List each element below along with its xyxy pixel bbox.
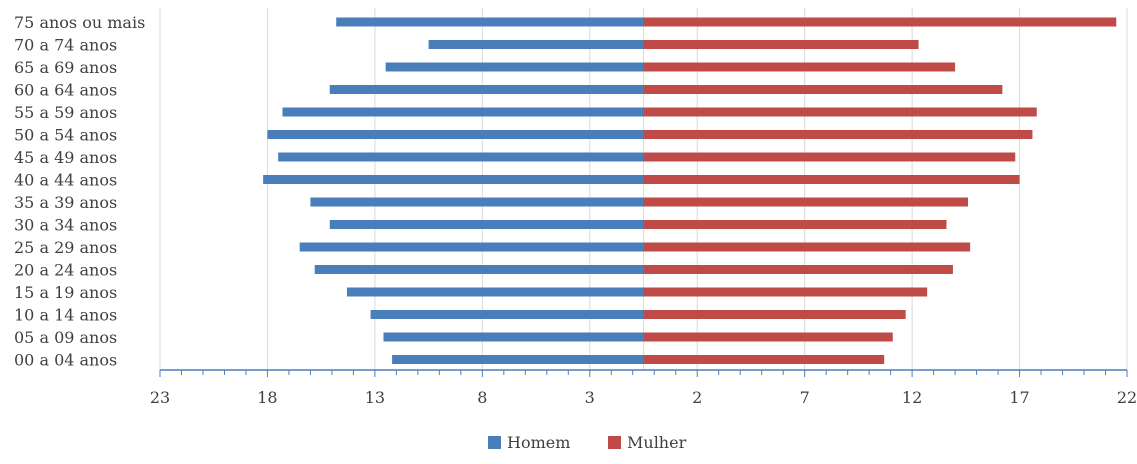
bar-mulher	[643, 107, 1037, 117]
bar-homem	[263, 175, 644, 184]
bar-homem	[383, 332, 644, 342]
bar-mulher	[643, 265, 953, 274]
x-tick-label: 2	[692, 388, 702, 407]
x-axis: 23 18 13 8 3 2 7 12 17 22	[150, 369, 1137, 407]
bar-homem	[385, 62, 644, 72]
x-tick-label: 3	[585, 388, 595, 407]
category-label: 55 a 59 anos	[14, 103, 117, 122]
bar-mulher	[643, 197, 968, 207]
category-label: 10 a 14 anos	[14, 306, 117, 325]
legend-swatch	[488, 436, 501, 449]
category-label: 75 anos ou mais	[14, 13, 145, 32]
category-label: 45 a 49 anos	[14, 148, 117, 167]
legend-swatch	[608, 436, 621, 449]
bar-mulher	[643, 130, 1033, 139]
x-tick-label: 7	[800, 388, 810, 407]
bar-mulher	[643, 40, 919, 49]
bar-homem	[278, 152, 644, 162]
bar-mulher	[643, 62, 956, 72]
bar-mulher	[643, 242, 971, 252]
bar-homem	[329, 85, 644, 94]
category-label: 35 a 39 anos	[14, 193, 117, 212]
bar-homem	[346, 287, 644, 297]
x-tick-label: 22	[1117, 388, 1137, 407]
category-label: 15 a 19 anos	[14, 283, 117, 302]
bars	[263, 17, 1117, 364]
bar-mulher	[643, 287, 928, 297]
category-label: 60 a 64 anos	[14, 81, 117, 100]
bar-mulher	[643, 332, 893, 342]
bar-homem	[428, 40, 644, 49]
category-labels: 75 anos ou mais 70 a 74 anos 65 a 69 anos 6…	[14, 13, 145, 370]
bar-mulher	[643, 355, 885, 364]
x-tick-label: 18	[257, 388, 277, 407]
bar-homem	[299, 242, 644, 252]
legend-label: Homem	[507, 433, 570, 452]
category-label: 50 a 54 anos	[14, 126, 117, 145]
category-label: 25 a 29 anos	[14, 238, 117, 257]
x-tick-label: 13	[365, 388, 385, 407]
category-label: 70 a 74 anos	[14, 36, 117, 55]
x-tick-label: 12	[902, 388, 922, 407]
category-label: 05 a 09 anos	[14, 328, 117, 347]
x-tick-label: 23	[150, 388, 170, 407]
bar-homem	[392, 355, 644, 364]
category-label: 65 a 69 anos	[14, 58, 117, 77]
bar-homem	[267, 130, 644, 139]
bar-homem	[329, 220, 644, 229]
x-tick-label: 8	[477, 388, 487, 407]
legend: Homem Mulher	[488, 433, 687, 452]
bar-homem	[282, 107, 644, 117]
bar-mulher	[643, 310, 906, 319]
legend-label: Mulher	[627, 433, 687, 452]
bar-homem	[310, 197, 644, 207]
bar-homem	[314, 265, 644, 274]
bar-mulher	[643, 85, 1003, 94]
category-label: 40 a 44 anos	[14, 171, 117, 190]
bar-mulher	[643, 175, 1020, 184]
bar-homem	[336, 17, 644, 27]
category-label: 30 a 34 anos	[14, 216, 117, 235]
bar-mulher	[643, 17, 1117, 27]
category-label: 20 a 24 anos	[14, 261, 117, 280]
category-label: 00 a 04 anos	[14, 351, 117, 370]
bar-mulher	[643, 220, 947, 229]
x-tick-label: 17	[1009, 388, 1029, 407]
bar-homem	[370, 310, 644, 319]
bar-mulher	[643, 152, 1016, 162]
